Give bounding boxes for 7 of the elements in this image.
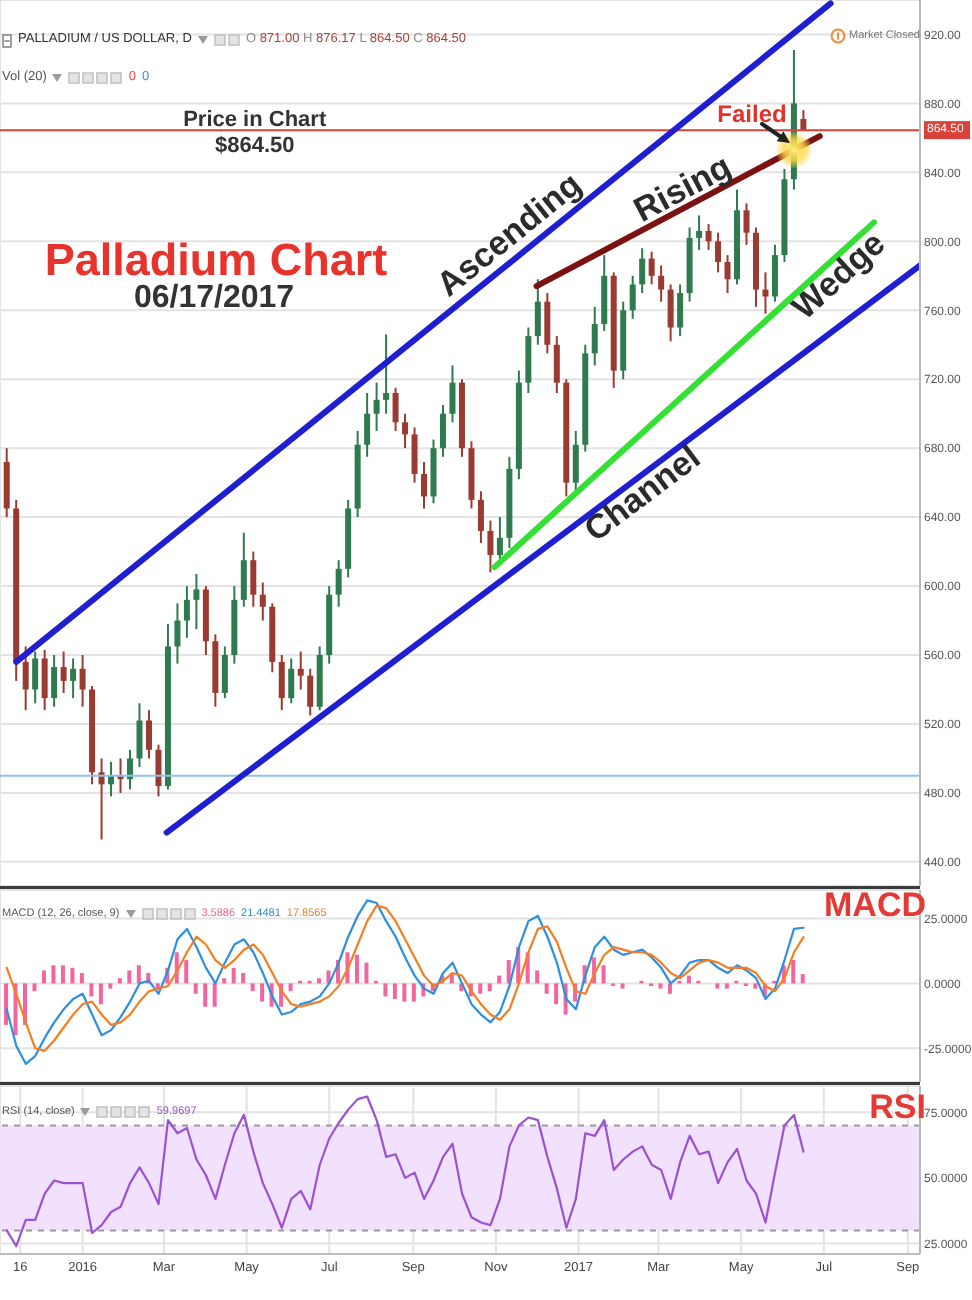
annotation: MACD bbox=[824, 886, 926, 924]
annotation: RSI bbox=[869, 1087, 926, 1125]
annotation: Failed bbox=[717, 99, 787, 128]
annotation: $864.50 bbox=[214, 134, 295, 159]
text: Palladium Chart bbox=[44, 235, 389, 285]
annotation: Price in Chart bbox=[183, 108, 327, 133]
text: 06/17/2017 bbox=[133, 281, 295, 315]
